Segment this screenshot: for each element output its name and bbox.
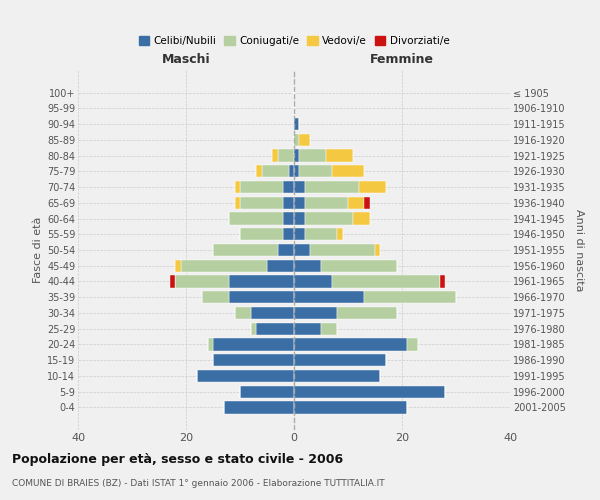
Bar (175, 276, 229, 287)
Bar (294, 276, 332, 287)
Bar (294, 291, 364, 304)
Bar (235, 307, 251, 319)
Bar (299, 165, 332, 177)
Bar (294, 307, 337, 319)
Bar (235, 181, 240, 193)
Bar (294, 196, 305, 209)
Text: Femmine: Femmine (370, 54, 434, 66)
Bar (294, 212, 305, 224)
Bar (294, 228, 305, 240)
Bar (294, 150, 299, 162)
Bar (251, 322, 256, 335)
Bar (235, 196, 240, 209)
Bar (267, 260, 294, 272)
Bar (294, 322, 321, 335)
Bar (337, 307, 397, 319)
Bar (208, 338, 213, 350)
Bar (181, 260, 267, 272)
Bar (175, 260, 181, 272)
Bar (294, 118, 299, 130)
Bar (229, 276, 294, 287)
Legend: Celibi/Nubili, Coniugati/e, Vedovi/e, Divorziati/e: Celibi/Nubili, Coniugati/e, Vedovi/e, Di… (134, 32, 454, 50)
Bar (305, 212, 353, 224)
Bar (305, 196, 348, 209)
Text: Maschi: Maschi (161, 54, 211, 66)
Bar (229, 212, 283, 224)
Bar (251, 307, 294, 319)
Bar (256, 322, 294, 335)
Bar (283, 196, 294, 209)
Bar (294, 354, 386, 366)
Bar (213, 354, 294, 366)
Y-axis label: Anni di nascita: Anni di nascita (574, 209, 584, 291)
Bar (240, 181, 283, 193)
Bar (364, 291, 456, 304)
Bar (305, 228, 337, 240)
Bar (294, 402, 407, 413)
Bar (229, 291, 294, 304)
Bar (348, 196, 364, 209)
Bar (294, 260, 321, 272)
Bar (353, 212, 370, 224)
Bar (289, 165, 294, 177)
Bar (299, 150, 326, 162)
Bar (278, 150, 294, 162)
Bar (305, 181, 359, 193)
Bar (321, 322, 337, 335)
Bar (262, 165, 289, 177)
Bar (440, 276, 445, 287)
Bar (170, 276, 175, 287)
Bar (294, 244, 310, 256)
Bar (283, 212, 294, 224)
Bar (294, 165, 299, 177)
Bar (240, 386, 294, 398)
Bar (294, 134, 299, 146)
Bar (332, 165, 364, 177)
Bar (197, 370, 294, 382)
Text: Popolazione per età, sesso e stato civile - 2006: Popolazione per età, sesso e stato civil… (12, 452, 343, 466)
Bar (213, 338, 294, 350)
Bar (326, 150, 353, 162)
Bar (364, 196, 370, 209)
Bar (294, 338, 407, 350)
Bar (359, 181, 386, 193)
Bar (294, 386, 445, 398)
Y-axis label: Fasce di età: Fasce di età (32, 217, 43, 283)
Bar (332, 276, 440, 287)
Text: COMUNE DI BRAIES (BZ) - Dati ISTAT 1° gennaio 2006 - Elaborazione TUTTITALIA.IT: COMUNE DI BRAIES (BZ) - Dati ISTAT 1° ge… (12, 479, 385, 488)
Bar (294, 181, 305, 193)
Bar (224, 402, 294, 413)
Bar (240, 228, 283, 240)
Bar (272, 150, 278, 162)
Bar (337, 228, 343, 240)
Bar (283, 181, 294, 193)
Bar (202, 291, 229, 304)
Bar (213, 244, 278, 256)
Bar (299, 134, 310, 146)
Bar (407, 338, 418, 350)
Bar (283, 228, 294, 240)
Bar (278, 244, 294, 256)
Bar (321, 260, 397, 272)
Bar (310, 244, 375, 256)
Bar (294, 370, 380, 382)
Bar (375, 244, 380, 256)
Bar (256, 165, 262, 177)
Bar (240, 196, 283, 209)
